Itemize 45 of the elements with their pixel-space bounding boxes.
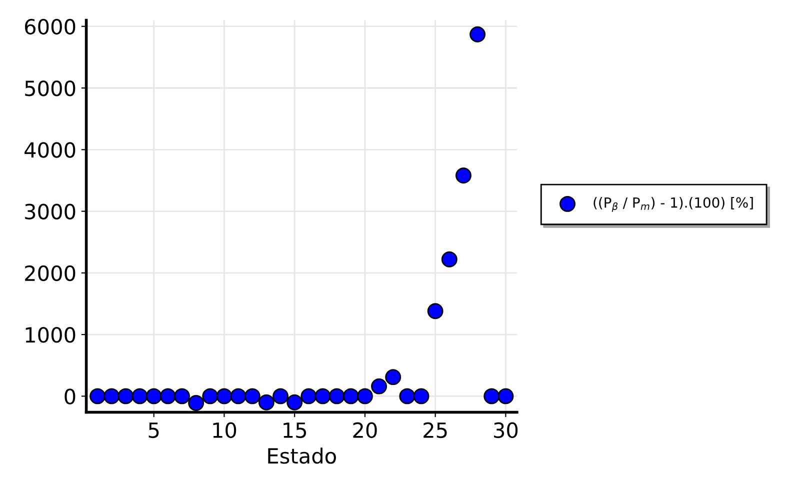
point [441,251,458,268]
x-tick-label: 15 [284,422,306,438]
point [104,388,120,404]
point [286,394,303,410]
x-axis-title: Estado [268,448,336,464]
x-tick-label: 20 [353,422,377,438]
legend-label: ((P$_{β}$ / P$_{m}$) - 1).(100) [%] [594,197,753,212]
y-tick-label: 1000 [26,327,76,343]
point [146,388,162,404]
x-tick-label: 10 [213,422,236,438]
point [342,388,359,404]
x-tick-label: 5 [148,422,159,438]
point [385,369,402,386]
point [174,388,190,404]
y-tick-label: 0 [64,388,76,404]
x-tick-label: 30 [494,422,518,438]
point [470,26,486,42]
y-tick-label: 2000 [25,265,76,282]
x-tick-label: 25 [424,422,447,438]
point [356,388,373,404]
point [216,388,232,404]
point [328,388,345,404]
y-tick-label: 6000 [25,18,76,35]
point [484,388,500,404]
point [427,303,444,320]
point [188,394,204,411]
y-tick-label: 4000 [24,142,76,158]
point [371,378,388,394]
point [399,388,416,404]
point [118,388,134,404]
point [258,394,274,410]
point [202,388,218,404]
point [272,388,288,404]
point [90,388,106,404]
point [160,388,176,404]
y-tick-label: 3000 [25,204,76,220]
point [314,388,331,404]
point [455,168,472,184]
point [230,388,246,404]
point [132,388,148,404]
y-tick-label: 5000 [25,80,76,96]
point [498,388,514,404]
point [300,388,317,404]
point [244,388,260,404]
point [413,388,430,404]
